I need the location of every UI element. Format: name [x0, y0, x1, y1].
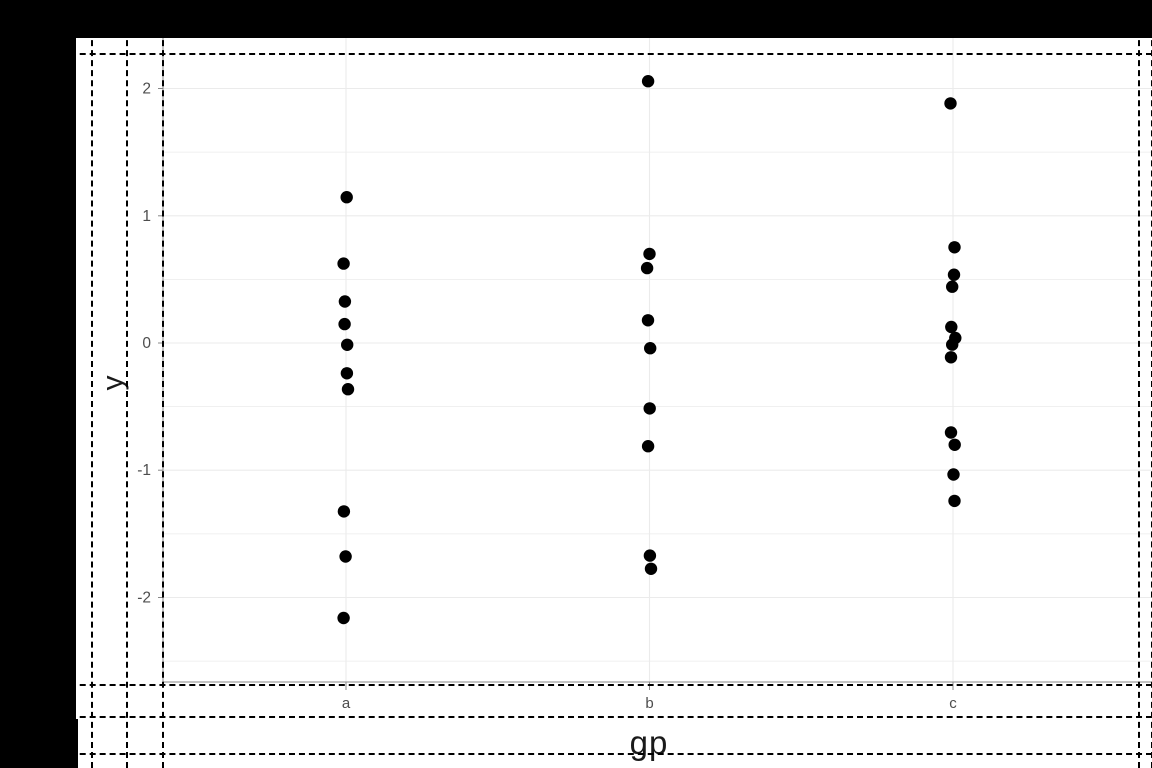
svg-text:-2: -2	[137, 590, 151, 607]
svg-text:a: a	[342, 695, 351, 712]
svg-text:b: b	[645, 695, 653, 712]
svg-text:1: 1	[142, 208, 151, 225]
svg-text:2: 2	[142, 81, 151, 98]
svg-text:0: 0	[142, 335, 151, 352]
svg-text:c: c	[949, 695, 957, 712]
svg-text:-1: -1	[137, 462, 151, 479]
